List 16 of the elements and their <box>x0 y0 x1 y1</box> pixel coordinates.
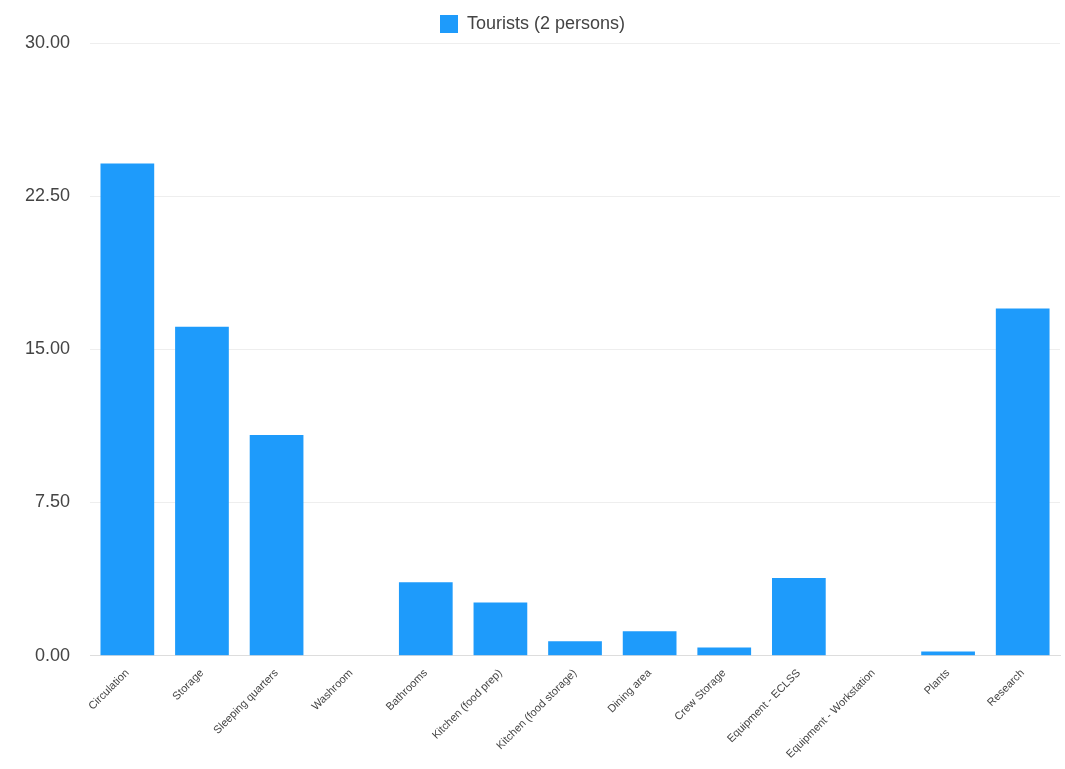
y-tick-label: 30.00 <box>25 31 71 52</box>
y-tick-label: 0.00 <box>35 644 71 665</box>
bar <box>995 308 1050 656</box>
y-tick-label: 7.50 <box>35 491 71 512</box>
bar <box>772 578 826 656</box>
y-tick-label: 15.00 <box>25 338 71 359</box>
bar <box>548 641 602 656</box>
bar <box>398 582 453 656</box>
bar <box>697 647 752 656</box>
bar <box>249 435 304 656</box>
bar <box>175 326 229 656</box>
bar <box>100 163 155 656</box>
bar <box>622 631 677 656</box>
legend-label: Tourists (2 persons) <box>466 12 626 33</box>
y-tick-label: 22.50 <box>25 185 71 206</box>
bar <box>473 602 528 656</box>
